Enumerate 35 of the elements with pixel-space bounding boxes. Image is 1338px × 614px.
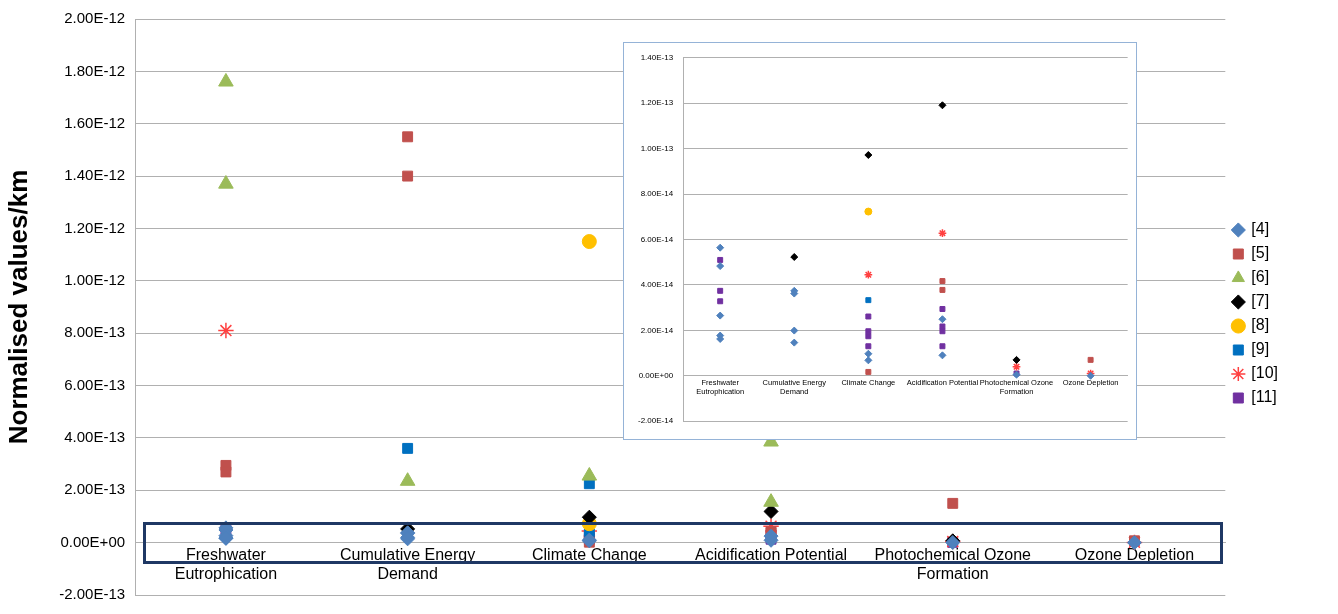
x-tick-label: Acidification Potential <box>695 545 848 563</box>
y-tick-label: 4.00E-14 <box>640 280 674 290</box>
y-tick-label: 1.40E-13 <box>640 53 674 62</box>
x-tick-label: Climate Change <box>531 545 647 563</box>
y-tick-label: 8.00E-14 <box>640 189 674 199</box>
y-tick-label: 1.80E-12 <box>64 61 126 79</box>
x-tick-label: Freshwater Eutrophication <box>174 545 278 582</box>
legend-label: [8] <box>1251 316 1270 334</box>
y-tick-label: 1.00E-13 <box>640 143 674 153</box>
legend-label: [9] <box>1251 340 1270 358</box>
y-tick-label: 1.60E-12 <box>64 113 126 131</box>
y-tick-label: 1.00E-12 <box>64 270 126 288</box>
y-tick-label: 0.00E+00 <box>60 532 126 550</box>
y-tick-label: -2.00E-14 <box>637 416 674 426</box>
legend-label: [11] <box>1251 388 1277 406</box>
y-tick-label: 8.00E-13 <box>64 323 126 341</box>
y-tick-label: 2.00E-14 <box>640 325 674 335</box>
legend-label: [4] <box>1251 220 1270 238</box>
x-tick-label: Ozone Depletion <box>1074 545 1195 563</box>
y-tick-label: 6.00E-14 <box>640 234 674 244</box>
x-tick-label: Photochemical Ozone Formation <box>874 545 1032 582</box>
y-tick-label: 4.00E-13 <box>64 428 126 446</box>
legend-label: [6] <box>1251 268 1270 286</box>
y-axis-title: Normalised values/km <box>2 169 33 445</box>
y-tick-label: -2.00E-13 <box>59 585 126 603</box>
y-tick-label: 2.00E-12 <box>64 9 126 27</box>
y-tick-label: 1.20E-12 <box>64 218 126 236</box>
y-tick-label: 2.00E-13 <box>64 480 126 498</box>
y-tick-label: 0.00E+00 <box>638 370 674 380</box>
y-tick-label: 1.40E-12 <box>64 166 126 184</box>
y-tick-label: 6.00E-13 <box>64 375 126 393</box>
y-tick-label: 1.20E-13 <box>640 98 674 108</box>
legend-label: [7] <box>1251 292 1270 310</box>
legend-label: [10] <box>1251 364 1278 382</box>
legend-label: [5] <box>1251 244 1270 262</box>
